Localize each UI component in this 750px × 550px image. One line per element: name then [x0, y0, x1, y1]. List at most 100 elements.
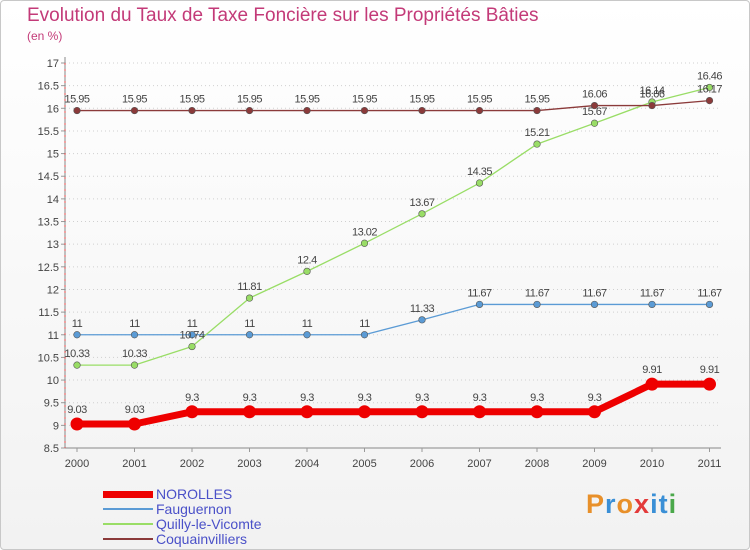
logo-letter: P	[586, 489, 606, 519]
y-tick-label: 16	[47, 103, 59, 115]
series-line-quilly-le-vicomte	[77, 86, 710, 366]
data-label-norolles: 9.91	[642, 364, 662, 376]
y-tick-label: 14	[47, 194, 59, 206]
data-point-fauguernon	[360, 331, 369, 339]
y-tick-label: 15.5	[38, 126, 59, 138]
data-point-norolles	[70, 417, 84, 431]
data-label-fauguernon: 11.67	[640, 287, 665, 299]
data-point-norolles	[473, 405, 486, 419]
data-label-norolles: 9.03	[125, 404, 145, 416]
data-label-coquainvilliers: 16.17	[697, 84, 722, 96]
data-point-fauguernon	[73, 331, 81, 339]
y-tick-label: 11	[48, 330, 59, 342]
data-point-quilly-le-vicomte	[360, 239, 369, 247]
data-label-coquainvilliers: 15.95	[467, 94, 492, 106]
y-tick-label: 9	[53, 420, 59, 432]
data-label-coquainvilliers: 15.95	[64, 94, 89, 106]
data-label-fauguernon: 11.67	[467, 287, 492, 299]
x-tick-label: 2009	[582, 458, 606, 470]
data-point-coquainvilliers	[590, 101, 599, 110]
logo-letter: r	[605, 489, 617, 519]
data-point-norolles	[530, 405, 544, 419]
data-point-quilly-le-vicomte	[705, 83, 714, 92]
data-label-quilly-le-vicomte: 10.33	[122, 348, 147, 360]
data-point-fauguernon	[303, 331, 311, 339]
legend-swatch	[103, 490, 153, 498]
logo-letter: t	[658, 489, 669, 519]
chart-unit-label: (en %)	[27, 29, 63, 43]
data-label-fauguernon: 11	[302, 318, 313, 330]
data-label-fauguernon: 11.67	[582, 287, 607, 299]
y-tick-label: 14.5	[38, 171, 59, 183]
data-point-coquainvilliers	[418, 106, 426, 115]
data-point-fauguernon	[245, 331, 254, 339]
legend-item: Quilly-le-Vicomte	[103, 517, 262, 531]
data-point-fauguernon	[648, 300, 656, 309]
y-tick-label: 11.5	[38, 307, 59, 319]
data-point-quilly-le-vicomte	[188, 342, 196, 351]
data-point-norolles	[703, 377, 716, 391]
legend-item: Fauguernon	[103, 502, 232, 516]
legend-label: Quilly-le-Vicomte	[156, 516, 262, 532]
x-tick-label: 2001	[122, 458, 146, 470]
y-tick-label: 8.5	[44, 443, 59, 455]
data-label-quilly-le-vicomte: 16.14	[639, 85, 664, 97]
data-point-norolles	[185, 405, 199, 419]
chart-title: Evolution du Taux de Taxe Foncière sur l…	[27, 5, 539, 26]
legend-swatch	[103, 523, 153, 525]
data-label-fauguernon: 11.67	[525, 287, 550, 299]
y-tick-label: 10.5	[38, 352, 59, 364]
data-label-quilly-le-vicomte: 12.4	[297, 254, 317, 266]
x-tick-label: 2008	[525, 458, 549, 470]
data-point-quilly-le-vicomte	[245, 294, 254, 302]
data-point-fauguernon	[533, 300, 541, 309]
data-point-quilly-le-vicomte	[303, 267, 311, 275]
data-label-norolles: 9.3	[300, 392, 314, 404]
data-label-norolles: 9.3	[473, 392, 487, 404]
data-label-quilly-le-vicomte: 14.35	[467, 166, 492, 178]
data-label-norolles: 9.03	[67, 404, 87, 416]
data-label-fauguernon: 11	[359, 318, 370, 330]
legend-swatch	[103, 508, 153, 510]
data-label-norolles: 9.3	[588, 392, 602, 404]
data-label-coquainvilliers: 15.95	[294, 94, 319, 106]
data-point-norolles	[243, 405, 256, 419]
data-label-coquainvilliers: 15.95	[179, 94, 204, 106]
legend-label: NOROLLES	[156, 486, 233, 502]
data-point-coquainvilliers	[130, 106, 139, 115]
logo-letter: x	[634, 489, 651, 519]
data-point-quilly-le-vicomte	[130, 361, 139, 369]
data-point-fauguernon	[475, 300, 484, 309]
data-label-coquainvilliers: 15.95	[352, 94, 377, 106]
data-point-norolles	[645, 377, 659, 391]
data-point-norolles	[128, 417, 141, 431]
legend-label: Fauguernon	[156, 501, 232, 517]
data-point-coquainvilliers	[360, 106, 369, 115]
data-point-quilly-le-vicomte	[475, 179, 484, 187]
y-tick-label: 13	[47, 239, 59, 251]
data-label-coquainvilliers: 16.06	[582, 89, 607, 101]
data-point-coquainvilliers	[648, 101, 656, 110]
y-tick-label: 10	[47, 375, 59, 387]
data-label-fauguernon: 11	[244, 318, 255, 330]
series-line-fauguernon	[77, 303, 710, 336]
data-label-norolles: 9.3	[243, 392, 257, 404]
proxiti-logo: Proxiti	[586, 489, 677, 520]
legend-item: Coquainvilliers	[103, 532, 247, 546]
data-point-norolles	[358, 405, 371, 419]
x-tick-label: 2011	[698, 458, 722, 470]
data-point-coquainvilliers	[475, 106, 484, 115]
data-label-fauguernon: 11	[187, 318, 198, 330]
x-tick-label: 2005	[352, 458, 376, 470]
data-point-norolles	[415, 405, 429, 419]
data-point-coquainvilliers	[303, 106, 311, 115]
logo-letter: i	[668, 489, 678, 519]
data-point-coquainvilliers	[188, 106, 196, 115]
data-label-coquainvilliers: 15.95	[524, 94, 549, 106]
data-point-coquainvilliers	[705, 96, 714, 105]
logo-letter: i	[650, 489, 659, 519]
data-point-norolles	[300, 405, 314, 419]
legend-swatch	[103, 538, 153, 540]
data-label-quilly-le-vicomte: 16.46	[697, 70, 722, 82]
